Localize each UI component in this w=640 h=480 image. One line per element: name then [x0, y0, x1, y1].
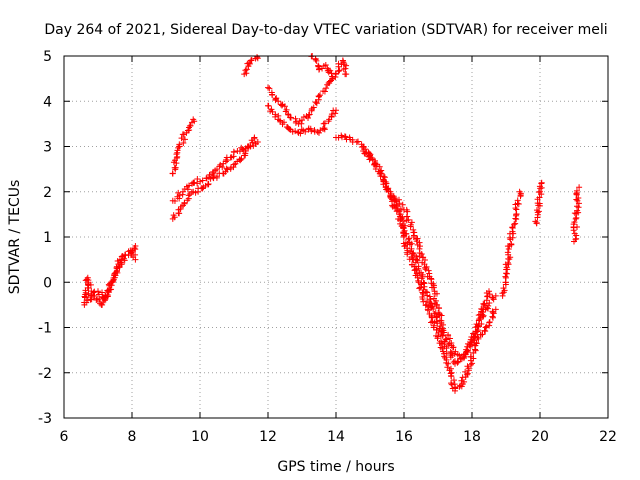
y-tick-label: -2	[38, 366, 52, 382]
data-point	[95, 288, 101, 294]
data-point	[502, 274, 508, 280]
y-tick-label: 5	[43, 49, 52, 65]
y-tick-label: 2	[43, 185, 52, 201]
data-point	[458, 378, 464, 384]
data-point	[406, 235, 412, 241]
x-tick-label: 20	[531, 429, 549, 445]
data-point	[316, 93, 322, 99]
data-point	[265, 85, 271, 91]
data-points	[81, 53, 582, 394]
data-point	[340, 58, 346, 64]
chart-svg: Day 264 of 2021, Sidereal Day-to-day VTE…	[0, 0, 640, 480]
data-point	[513, 206, 519, 212]
x-tick-label: 16	[395, 429, 413, 445]
x-axis-label: GPS time / hours	[277, 459, 394, 475]
data-point	[448, 380, 454, 386]
data-point	[343, 134, 349, 140]
chart-title: Day 264 of 2021, Sidereal Day-to-day VTE…	[44, 22, 607, 38]
data-point	[329, 70, 335, 76]
x-tick-label: 14	[327, 429, 345, 445]
data-point	[355, 138, 361, 144]
y-tick-label: 4	[43, 94, 52, 110]
data-point	[279, 102, 285, 108]
data-point	[186, 192, 192, 198]
chart: Day 264 of 2021, Sidereal Day-to-day VTE…	[0, 0, 640, 480]
x-tick-label: 6	[60, 429, 69, 445]
data-point	[469, 360, 475, 366]
data-point	[490, 310, 496, 316]
x-tick-label: 18	[463, 429, 481, 445]
data-point	[336, 67, 342, 73]
y-axis-label: SDTVAR / TECUs	[7, 180, 23, 295]
x-tick-label: 8	[128, 429, 137, 445]
y-tick-label: 0	[43, 275, 52, 291]
data-point	[194, 176, 200, 182]
axis-ticks: 6 8 10 12 14 16 18 20 22-3-2-1012345	[38, 49, 617, 445]
data-point	[316, 130, 322, 136]
data-point	[242, 67, 248, 73]
y-tick-label: 1	[43, 230, 52, 246]
x-tick-label: 12	[259, 429, 277, 445]
data-point	[323, 85, 329, 91]
data-point	[573, 216, 579, 222]
data-point	[254, 54, 260, 60]
data-point	[517, 189, 523, 195]
x-tick-label: 10	[191, 429, 209, 445]
data-point	[574, 198, 580, 204]
data-point	[170, 170, 176, 176]
y-tick-label: -1	[38, 321, 52, 337]
data-point	[176, 210, 182, 216]
y-tick-label: -3	[38, 411, 52, 427]
data-point	[237, 157, 243, 163]
data-point	[516, 201, 522, 207]
data-point	[231, 149, 237, 155]
data-point	[205, 182, 211, 188]
data-point	[333, 107, 339, 113]
data-point	[534, 220, 540, 226]
data-point	[313, 57, 319, 63]
data-point	[512, 216, 518, 222]
x-tick-label: 22	[599, 429, 617, 445]
data-point	[487, 319, 493, 325]
data-point	[266, 103, 272, 109]
data-point	[173, 151, 179, 157]
data-point	[317, 92, 323, 98]
y-tick-label: 3	[43, 140, 52, 156]
